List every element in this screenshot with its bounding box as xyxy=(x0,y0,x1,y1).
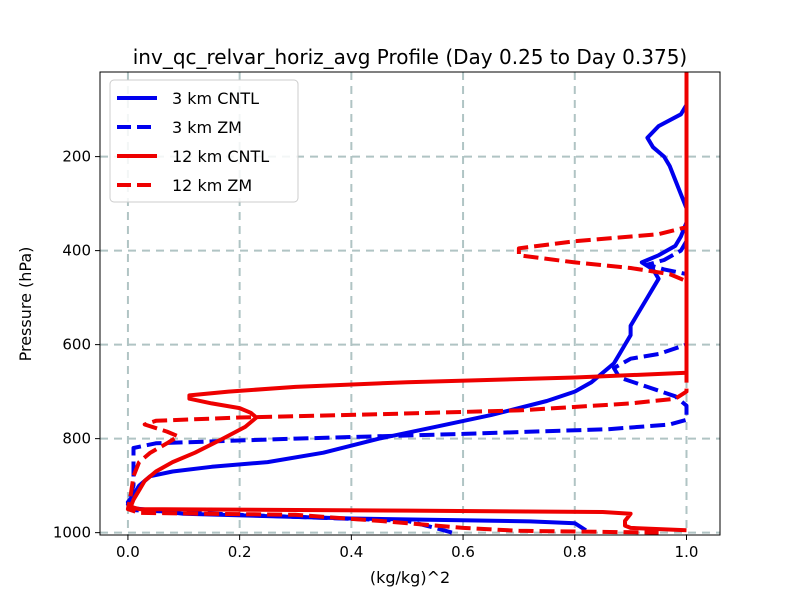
x-tick-label: 0.2 xyxy=(228,543,252,561)
y-tick-label: 400 xyxy=(62,242,91,260)
x-tick-label: 1.0 xyxy=(675,543,699,561)
x-tick-label: 0.0 xyxy=(116,543,140,561)
y-tick-label: 800 xyxy=(62,430,91,448)
legend-label: 3 km ZM xyxy=(172,118,242,137)
series-line-3-km-cntl xyxy=(125,72,689,532)
series-line-12-km-zm xyxy=(125,72,689,535)
x-tick-label: 0.6 xyxy=(451,543,475,561)
y-tick-label: 1000 xyxy=(53,524,91,542)
plot-frame xyxy=(99,71,721,536)
y-tick-label: 600 xyxy=(62,336,91,354)
series-lines xyxy=(125,72,689,535)
y-axis-label: Pressure (hPa) xyxy=(16,247,35,362)
y-axis-ticks: 200 400 600 800 1000 xyxy=(53,148,100,542)
x-axis-ticks: 0.0 0.2 0.4 0.6 0.8 1.0 xyxy=(116,535,698,561)
x-tick-label: 0.8 xyxy=(563,543,587,561)
legend-box xyxy=(109,79,299,203)
legend: 3 km CNTL 3 km ZM 12 km CNTL 12 km ZM xyxy=(109,79,299,203)
legend-label: 12 km ZM xyxy=(172,176,252,195)
chart-title: inv_qc_relvar_horiz_avg Profile (Day 0.2… xyxy=(133,45,687,69)
x-tick-label: 0.4 xyxy=(339,543,363,561)
legend-label: 3 km CNTL xyxy=(172,89,259,108)
x-axis-label: (kg/kg)^2 xyxy=(370,568,450,587)
legend-label: 12 km CNTL xyxy=(172,147,269,166)
y-tick-label: 200 xyxy=(62,148,91,166)
